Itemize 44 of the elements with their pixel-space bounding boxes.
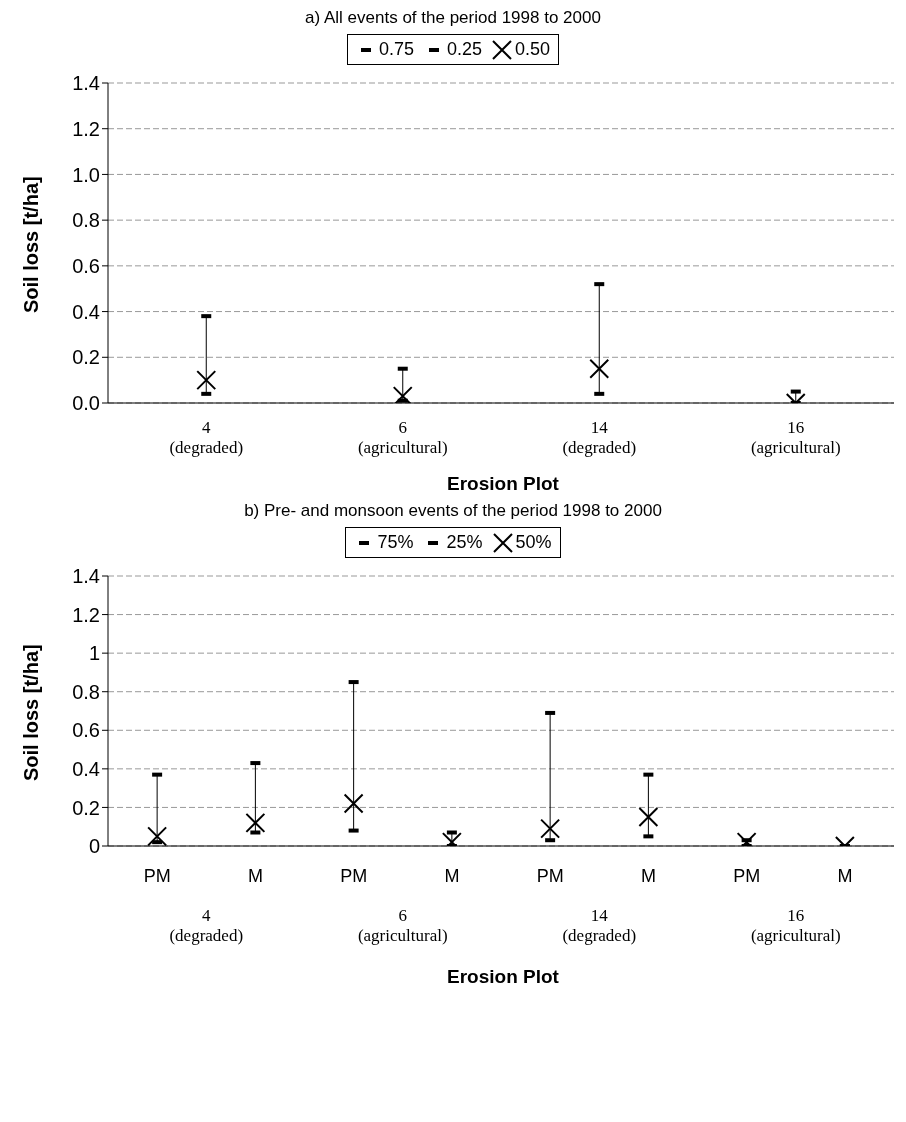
x-tick-label: 16 (agricultural) — [750, 418, 841, 457]
y-tick-label: 1.4 — [72, 72, 100, 95]
y-tick-label: 1.2 — [72, 603, 100, 626]
y-tick-label: 0.4 — [72, 757, 100, 780]
legend-label: 0.50 — [514, 39, 551, 60]
y-tick-label: 0.6 — [72, 719, 100, 742]
y-tick-label: 0.0 — [72, 392, 100, 415]
y-tick-label: 1 — [88, 642, 100, 665]
y-tick-label: 1.2 — [72, 117, 100, 140]
x-tick-label: PM — [340, 866, 368, 886]
x-tick-label: PM — [536, 866, 564, 886]
text: 4 (degraded) — [168, 906, 245, 946]
text: 14 (degraded) — [561, 906, 638, 946]
y-tick-label: 1.0 — [72, 163, 100, 186]
chart-title: a) All events of the period 1998 to 2000 — [304, 8, 602, 28]
y-tick-label: 0.6 — [72, 254, 100, 277]
x-tick-label: M — [444, 866, 460, 886]
x-tick-label: PM — [143, 866, 171, 886]
x-axis-title: Erosion Plot — [446, 966, 560, 988]
y-tick-label: 0.4 — [72, 300, 100, 323]
legend-label: 75% — [376, 532, 414, 553]
legend-label: 0.25 — [445, 39, 483, 60]
x-tick-label: M — [640, 866, 656, 886]
chart-title: b) Pre- and monsoon events of the period 1998 to 2000 — [243, 501, 663, 521]
y-tick-label: 0.8 — [72, 209, 100, 232]
x-tick-label: M — [837, 866, 853, 886]
x-tick-label: 4 (degraded) — [169, 418, 244, 457]
legend-label: 25% — [445, 532, 483, 553]
y-tick-label: 0.8 — [72, 680, 100, 703]
y-tick-label: 0.2 — [72, 346, 100, 369]
text: 6 (agricultural) — [356, 906, 449, 946]
legend-label: 0.75 — [377, 39, 414, 60]
y-tick-label: 0 — [88, 835, 100, 858]
x-tick-label: 6 (agricultural) — [357, 418, 448, 457]
x-tick-label: M — [247, 866, 263, 886]
text: 16 (agricultural) — [749, 906, 842, 946]
x-tick-label: PM — [733, 866, 761, 886]
x-axis-title: Erosion Plot — [446, 473, 560, 495]
y-tick-label: 1.4 — [72, 565, 100, 588]
y-axis-title: Soil loss [t/ha] — [20, 176, 43, 313]
y-axis-title: Soil loss [t/ha] — [20, 644, 43, 781]
y-tick-label: 0.2 — [72, 796, 100, 819]
x-tick-label: 14 (degraded) — [562, 418, 637, 457]
legend-label: 50% — [514, 532, 552, 553]
